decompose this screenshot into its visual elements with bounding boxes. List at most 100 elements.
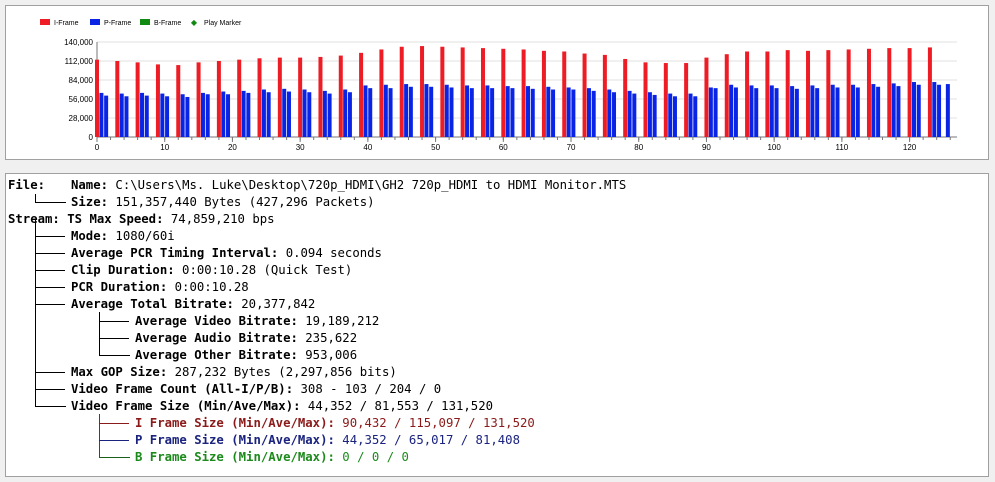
- tree-row-mode[interactable]: Mode: 1080/60i: [71, 228, 175, 245]
- x-tick-label: 70: [567, 143, 576, 152]
- bar-i-frame: [866, 48, 871, 137]
- bar-p-frame: [896, 86, 901, 137]
- bar-i-frame: [277, 57, 282, 137]
- bar-i-frame: [460, 47, 465, 137]
- bar-p-frame: [140, 92, 145, 137]
- stream-info-tree[interactable]: File: Name: C:\Users\Ms. Luke\Desktop\72…: [5, 173, 989, 477]
- tree-connector: [99, 423, 129, 424]
- bar-p-frame: [810, 85, 815, 137]
- frame-size-label: Video Frame Size (Min/Ave/Max):: [71, 399, 301, 413]
- x-tick-label: 10: [160, 143, 169, 152]
- size-label: Size:: [71, 195, 109, 209]
- bar-i-frame: [602, 54, 607, 138]
- bar-i-frame: [257, 58, 262, 137]
- bar-p-frame: [733, 87, 738, 137]
- bar-p-frame: [794, 88, 799, 137]
- bar-i-frame: [155, 64, 160, 137]
- tree-row-b-frame-size[interactable]: B Frame Size (Min/Ave/Max): 0 / 0 / 0: [135, 449, 409, 466]
- tree-row-frame-size[interactable]: Video Frame Size (Min/Ave/Max): 44,352 /…: [71, 398, 493, 415]
- total-bitrate-value: 20,377,842: [233, 297, 316, 311]
- ts-max-speed-value: 74,859,210 bps: [163, 212, 275, 226]
- tree-row-p-frame-size[interactable]: P Frame Size (Min/Ave/Max): 44,352 / 65,…: [135, 432, 520, 449]
- tree-row-clip-duration[interactable]: Clip Duration: 0:00:10.28 (Quick Test): [71, 262, 352, 279]
- bar-p-frame: [368, 88, 373, 137]
- tree-connector: [35, 270, 65, 271]
- tree-row-file[interactable]: File:: [8, 177, 45, 194]
- tree-row-name[interactable]: Name: C:\Users\Ms. Luke\Desktop\720p_HDM…: [71, 177, 626, 194]
- bar-p-frame: [165, 96, 170, 137]
- bar-p-frame: [307, 92, 312, 137]
- bar-p-frame: [383, 84, 388, 137]
- bar-i-frame: [887, 48, 892, 137]
- pcr-duration-value: 0:00:10.28: [167, 280, 249, 294]
- tree-row-video-bitrate[interactable]: Average Video Bitrate: 19,189,212: [135, 313, 379, 330]
- y-tick-label: 28,000: [69, 114, 94, 123]
- bar-p-frame: [945, 84, 950, 137]
- legend-label-p-frame: P-Frame: [104, 20, 131, 27]
- p-frame-size-label: P Frame Size (Min/Ave/Max):: [135, 433, 335, 447]
- tree-row-frame-count[interactable]: Video Frame Count (All-I/P/B): 308 - 103…: [71, 381, 441, 398]
- bar-p-frame: [754, 88, 759, 137]
- bar-p-frame: [815, 88, 820, 137]
- bar-p-frame: [465, 85, 470, 137]
- bar-p-frame: [912, 82, 916, 137]
- bar-p-frame: [672, 96, 677, 137]
- legend-swatch-i-frame: [40, 19, 50, 25]
- bar-p-frame: [99, 92, 104, 137]
- frame-size-chart-panel: 140,000 112,000 84,000 56,000 28,000 0 0 10 20 30…: [5, 5, 989, 160]
- bar-p-frame: [526, 86, 531, 137]
- video-bitrate-value: 19,189,212: [297, 314, 380, 328]
- bar-p-frame: [546, 86, 551, 137]
- bar-p-frame: [424, 84, 429, 137]
- mode-value: 1080/60i: [108, 229, 175, 243]
- bar-p-frame: [566, 87, 571, 137]
- tree-row-pcr-interval[interactable]: Average PCR Timing Interval: 0.094 secon…: [71, 245, 382, 262]
- legend-label-b-frame: B-Frame: [154, 20, 181, 27]
- bar-i-frame: [379, 49, 384, 137]
- bar-i-frame: [907, 48, 912, 137]
- x-tick-label: 120: [903, 143, 917, 152]
- bar-p-frame: [571, 89, 576, 137]
- other-bitrate-label: Average Other Bitrate:: [135, 348, 298, 362]
- bar-p-frame: [286, 91, 291, 137]
- bar-p-frame: [871, 84, 876, 137]
- i-frame-size-value: 90,432 / 115,097 / 131,520: [334, 416, 535, 430]
- bar-i-frame: [927, 47, 932, 137]
- tree-row-audio-bitrate[interactable]: Average Audio Bitrate: 235,622: [135, 330, 357, 347]
- tree-row-pcr-duration[interactable]: PCR Duration: 0:00:10.28: [71, 279, 249, 296]
- tree-row-i-frame-size[interactable]: I Frame Size (Min/Ave/Max): 90,432 / 115…: [135, 415, 535, 432]
- y-tick-label: 0: [89, 133, 94, 142]
- tree-row-size[interactable]: Size: 151,357,440 Bytes (427,296 Packets…: [71, 194, 375, 211]
- bar-p-frame: [612, 92, 617, 137]
- bar-p-frame: [835, 87, 840, 137]
- bar-p-frame: [591, 90, 596, 137]
- bar-i-frame: [440, 46, 445, 137]
- y-tick-label: 84,000: [69, 76, 94, 85]
- frame-count-value: 308 - 103 / 204 / 0: [293, 382, 442, 396]
- bar-i-frame: [196, 62, 201, 137]
- i-frame-size-label: I Frame Size (Min/Ave/Max):: [135, 416, 335, 430]
- tree-connector: [99, 338, 129, 339]
- bar-p-frame: [429, 86, 434, 137]
- pcr-duration-label: PCR Duration:: [71, 280, 168, 294]
- name-label: Name:: [71, 178, 109, 192]
- bar-p-frame: [510, 88, 515, 137]
- tree-row-stream[interactable]: Stream: TS Max Speed: 74,859,210 bps: [8, 211, 275, 228]
- tree-row-total-bitrate[interactable]: Average Total Bitrate: 20,377,842: [71, 296, 315, 313]
- bar-i-frame: [521, 49, 526, 137]
- bar-i-frame: [826, 50, 831, 138]
- tree-row-gop-size[interactable]: Max GOP Size: 287,232 Bytes (2,297,856 b…: [71, 364, 397, 381]
- b-frame-size-value: 0 / 0 / 0: [334, 450, 409, 464]
- bar-p-frame: [124, 96, 129, 137]
- tree-connector: [35, 372, 65, 373]
- bar-p-frame: [185, 96, 190, 137]
- bar-i-frame: [338, 55, 343, 138]
- y-tick-label: 56,000: [69, 95, 94, 104]
- video-bitrate-label: Average Video Bitrate:: [135, 314, 298, 328]
- bar-i-frame: [501, 48, 506, 137]
- b-frame-size-label: B Frame Size (Min/Ave/Max):: [135, 450, 335, 464]
- gop-size-label: Max GOP Size:: [71, 365, 168, 379]
- tree-row-other-bitrate[interactable]: Average Other Bitrate: 953,006: [135, 347, 357, 364]
- bar-p-frame: [241, 90, 246, 137]
- bar-p-frame: [855, 87, 860, 137]
